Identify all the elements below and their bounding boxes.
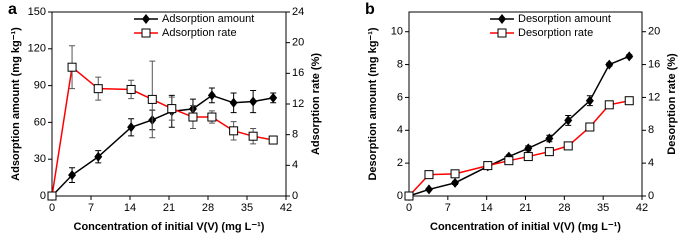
- legend-label: Desorption amount: [518, 13, 611, 25]
- marker: [126, 84, 136, 94]
- y-tick-label: 4: [397, 124, 403, 136]
- y-tick-label: 30: [34, 153, 46, 165]
- y-axis-label: Desorption amount (mg kg⁻¹): [367, 27, 379, 180]
- marker: [188, 112, 198, 122]
- marker: [147, 94, 157, 104]
- y-axis-label: Adsorption amount (mg kg⁻¹): [10, 27, 22, 181]
- series-line: [408, 55, 630, 197]
- marker: [483, 161, 493, 171]
- marker: [424, 170, 434, 180]
- marker: [67, 62, 77, 72]
- panel-label: a: [8, 1, 17, 18]
- marker: [127, 122, 136, 133]
- y2-tick-label: 4: [648, 157, 654, 169]
- y2-axis-label: Adsorption rate (%): [310, 53, 322, 155]
- legend-label: Desorption rate: [518, 27, 593, 39]
- marker: [207, 112, 217, 122]
- series-line: [408, 99, 630, 197]
- y-tick-label: 6: [397, 91, 403, 103]
- marker: [625, 51, 634, 62]
- x-tick-label: 21: [519, 202, 531, 214]
- x-tick-label: 42: [636, 202, 648, 214]
- marker: [207, 90, 216, 101]
- marker: [404, 191, 414, 201]
- legend-label: Adsorption amount: [162, 13, 254, 25]
- marker: [564, 115, 573, 126]
- y2-tick-label: 20: [292, 37, 304, 49]
- marker: [94, 151, 103, 162]
- marker: [605, 59, 614, 70]
- y2-tick-label: 12: [648, 91, 660, 103]
- x-axis-label: Concentration of initial V(V) (mg L⁻¹): [74, 221, 265, 233]
- y2-tick-label: 16: [292, 67, 304, 79]
- x-tick-label: 0: [49, 202, 55, 214]
- marker: [269, 92, 278, 103]
- x-tick-label: 7: [445, 202, 451, 214]
- marker: [229, 126, 239, 136]
- marker: [268, 135, 278, 145]
- marker: [47, 191, 57, 201]
- x-tick-label: 28: [558, 202, 570, 214]
- y-tick-label: 0: [40, 190, 46, 202]
- y2-tick-label: 0: [292, 190, 298, 202]
- y2-tick-label: 24: [292, 6, 304, 18]
- marker: [585, 95, 594, 106]
- panel-label: b: [365, 1, 375, 18]
- x-tick-label: 7: [88, 202, 94, 214]
- y2-tick-label: 0: [648, 190, 654, 202]
- marker: [563, 141, 573, 151]
- marker: [523, 152, 533, 162]
- legend-marker: [142, 14, 150, 24]
- marker: [624, 96, 634, 106]
- x-tick-label: 0: [406, 202, 412, 214]
- y-tick-label: 120: [28, 43, 46, 55]
- x-tick-label: 35: [241, 202, 253, 214]
- x-tick-label: 14: [481, 202, 493, 214]
- y2-tick-label: 12: [292, 98, 304, 110]
- y-tick-label: 60: [34, 116, 46, 128]
- marker: [545, 133, 554, 144]
- y-tick-label: 0: [397, 190, 403, 202]
- y2-tick-label: 20: [648, 26, 660, 38]
- marker: [585, 122, 595, 132]
- series-line: [51, 94, 274, 197]
- marker: [68, 170, 77, 181]
- y-tick-label: 150: [28, 6, 46, 18]
- marker: [248, 131, 258, 141]
- x-axis-label: Concentration of initial V(V) (mg L⁻¹): [430, 221, 621, 233]
- plot-frame: [51, 11, 287, 197]
- series-line: [51, 65, 274, 197]
- marker: [424, 184, 433, 195]
- y-tick-label: 90: [34, 80, 46, 92]
- x-tick-label: 35: [597, 202, 609, 214]
- y2-tick-label: 4: [292, 159, 298, 171]
- y2-tick-label: 16: [648, 58, 660, 70]
- marker: [451, 177, 460, 188]
- marker: [229, 97, 238, 108]
- y-tick-label: 10: [391, 26, 403, 38]
- y2-tick-label: 8: [648, 124, 654, 136]
- y-tick-label: 2: [397, 157, 403, 169]
- marker: [604, 100, 614, 110]
- marker: [544, 147, 554, 157]
- x-tick-label: 14: [124, 202, 136, 214]
- legend-marker: [498, 14, 506, 24]
- marker: [93, 84, 103, 94]
- x-tick-label: 28: [202, 202, 214, 214]
- marker: [450, 169, 460, 179]
- legend-label: Adsorption rate: [162, 27, 237, 39]
- marker: [249, 96, 258, 107]
- marker: [524, 143, 533, 154]
- x-tick-label: 42: [280, 202, 292, 214]
- legend-marker: [141, 28, 151, 38]
- marker: [504, 156, 514, 166]
- y-tick-label: 8: [397, 58, 403, 70]
- marker: [167, 104, 177, 114]
- y2-axis-label: Desorption rate (%): [666, 53, 678, 155]
- legend-marker: [497, 28, 507, 38]
- x-tick-label: 21: [163, 202, 175, 214]
- y2-tick-label: 8: [292, 129, 298, 141]
